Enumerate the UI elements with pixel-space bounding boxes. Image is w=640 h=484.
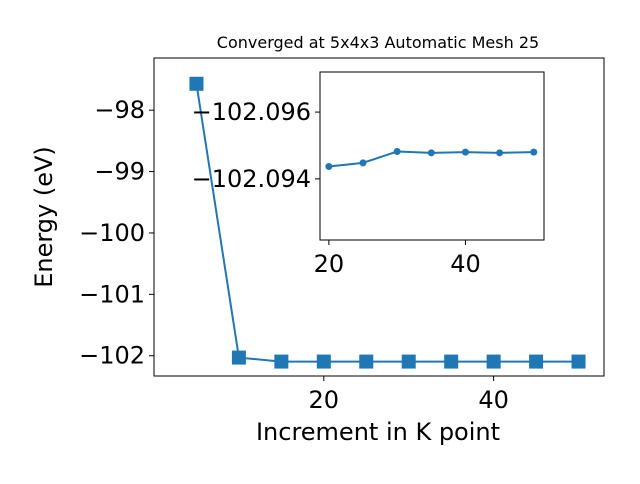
- y-tick-label: −101: [79, 280, 145, 308]
- y-tick-label: −100: [79, 219, 145, 247]
- data-point: [427, 149, 435, 157]
- y-axis-label: Energy (eV): [30, 146, 58, 288]
- y-tick-label: −102.096: [192, 98, 311, 126]
- data-point: [325, 163, 333, 171]
- chart-title: Converged at 5x4x3 Automatic Mesh 25: [217, 33, 539, 52]
- main-y-ticks: −98 −99 −100 −101 −102: [79, 96, 154, 370]
- data-point: [530, 148, 538, 156]
- series-line: [195, 83, 579, 363]
- main-chart: Converged at 5x4x3 Automatic Mesh 25 20 4…: [30, 33, 605, 446]
- main-x-ticks: 20 40: [309, 376, 509, 414]
- y-tick-label: −99: [94, 158, 145, 186]
- x-tick-label: 40: [450, 250, 481, 278]
- main-plot-area: [153, 57, 605, 377]
- data-point: [496, 149, 504, 157]
- data-point: [461, 148, 469, 156]
- x-tick-label: 20: [314, 250, 345, 278]
- data-point: [231, 350, 246, 365]
- y-tick-label: −102: [79, 342, 145, 370]
- inset-y-ticks: −102.096 −102.094: [192, 98, 320, 193]
- x-tick-label: 20: [309, 386, 340, 414]
- data-point: [359, 354, 374, 369]
- data-point: [274, 354, 289, 369]
- data-point: [401, 354, 416, 369]
- x-axis-label: Increment in K point: [256, 418, 500, 446]
- x-tick-label: 40: [478, 386, 509, 414]
- data-point: [486, 354, 501, 369]
- data-point: [529, 354, 544, 369]
- inset-x-ticks: 20 40: [314, 240, 481, 278]
- data-point: [444, 354, 459, 369]
- y-tick-label: −102.094: [192, 165, 311, 193]
- data-point: [359, 159, 367, 167]
- data-point: [571, 354, 586, 369]
- main-series: [189, 76, 586, 369]
- data-point: [189, 76, 204, 91]
- y-tick-label: −98: [94, 96, 145, 124]
- data-point: [393, 147, 401, 155]
- data-point: [316, 354, 331, 369]
- inset-series: [325, 147, 538, 171]
- inset-chart: 20 40 −102.096−102.094: [192, 71, 545, 278]
